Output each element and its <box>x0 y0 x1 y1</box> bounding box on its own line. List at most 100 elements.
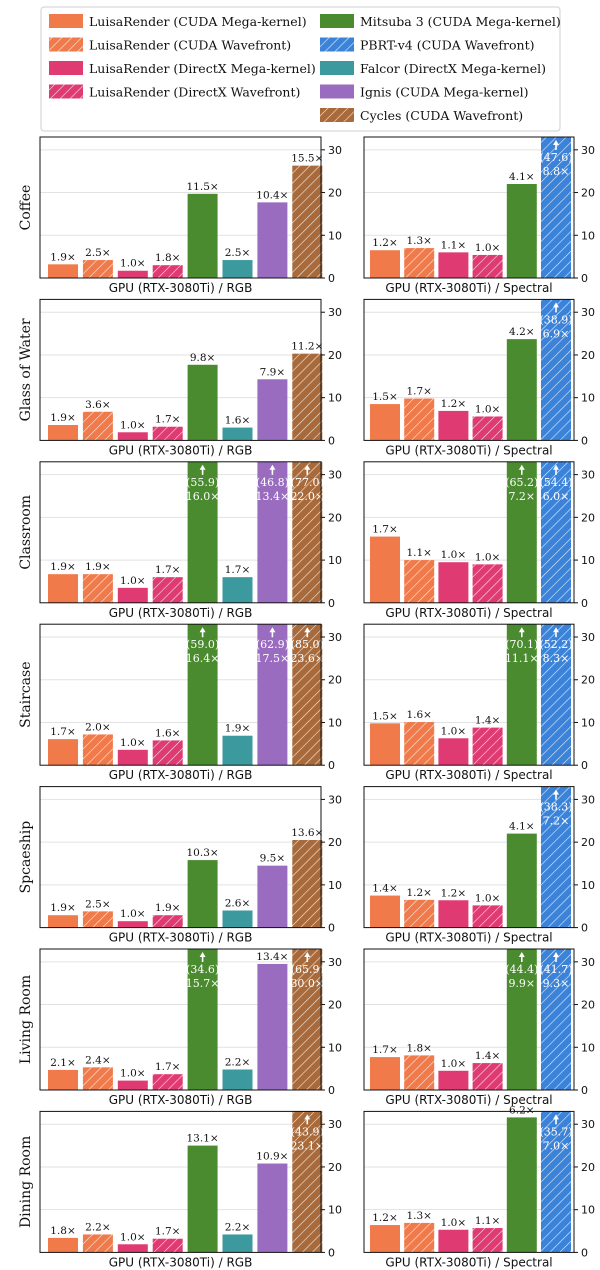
legend-label: LuisaRender (CUDA Wavefront) <box>89 38 291 53</box>
bar-label: 17.5× <box>256 652 290 665</box>
legend-label: Falcor (DirectX Mega-kernel) <box>360 61 546 76</box>
overflow-value: (59.0) <box>186 638 219 651</box>
legend-label: Cycles (CUDA Wavefront) <box>360 108 523 123</box>
y-tick-label: 20 <box>328 1161 342 1174</box>
bar-label: 1.0× <box>475 403 501 415</box>
bar <box>472 727 503 766</box>
plot-frame <box>363 298 575 441</box>
bar <box>472 1228 503 1253</box>
bar <box>257 461 288 603</box>
bar-label: 1.0× <box>441 1058 467 1070</box>
bar <box>370 1225 400 1253</box>
bar <box>257 1163 288 1253</box>
bar-label: 1.9× <box>50 412 76 424</box>
bar-label: 7.2× <box>543 815 570 828</box>
scene-label: Staircase <box>18 662 34 728</box>
bar-label: 1.1× <box>441 239 467 251</box>
bar-label: 9.8× <box>190 352 216 364</box>
bar <box>370 895 400 928</box>
overflow-value: (77.0) <box>291 476 324 489</box>
bar <box>152 915 183 928</box>
y-tick-label: 0 <box>328 922 335 935</box>
panel-rgb: 1.9× 2.5× 1.0× 1.8× 11.5× 2.5× 10.4× 15.5× 0 10 20… <box>39 136 342 295</box>
bar <box>541 624 571 766</box>
bar <box>257 624 288 766</box>
bar-label: 1.2× <box>441 398 467 410</box>
panel-spectral: 1.4× 1.2× 1.2× 1.0× 4.1× (38.3)7.2× 0 10 20 30 GPU… <box>363 786 595 945</box>
bar-label: 9.3× <box>543 977 570 990</box>
bar-label: 1.5× <box>372 391 398 403</box>
bar-label: 1.6× <box>225 415 251 427</box>
bar <box>438 738 469 766</box>
bar <box>438 410 469 441</box>
overflow-value: (46.8) <box>256 476 289 489</box>
bar <box>117 587 148 603</box>
bar-label: 13.4× <box>256 490 290 503</box>
plot-frame <box>39 623 322 766</box>
bar <box>222 260 253 278</box>
overflow-value: (47.6) <box>539 151 572 164</box>
y-tick-label: 20 <box>581 1161 595 1174</box>
y-tick-label: 30 <box>328 144 342 157</box>
overflow-value: (62.9) <box>256 638 289 651</box>
bar <box>48 1237 78 1253</box>
bar-label: 1.9× <box>85 561 111 573</box>
bar-label: 2.4× <box>85 1054 111 1066</box>
bar <box>257 202 288 278</box>
bar-label: 1.0× <box>441 549 467 561</box>
bar-label: 1.4× <box>475 715 501 727</box>
y-tick-label: 20 <box>328 674 342 687</box>
y-tick-label: 10 <box>581 1041 595 1054</box>
y-tick-label: 30 <box>581 469 595 482</box>
overflow-value: (85.0) <box>291 638 324 651</box>
bar <box>222 1069 253 1090</box>
bar <box>187 1145 218 1253</box>
plot-frame <box>363 623 575 766</box>
bar-label: 7.2× <box>508 490 535 503</box>
bar-label: 1.2× <box>372 1212 398 1224</box>
x-axis-label: GPU (RTX-3080Ti) / RGB <box>109 1255 253 1269</box>
bar <box>541 1111 571 1253</box>
overflow-value: (38.9) <box>539 313 572 326</box>
legend-swatch <box>320 84 354 99</box>
bar-label: 1.0× <box>120 908 146 920</box>
y-tick-label: 20 <box>328 836 342 849</box>
bar <box>292 949 323 1090</box>
y-tick-label: 20 <box>581 836 595 849</box>
bar <box>370 536 400 603</box>
panel-spectral: 1.2× 1.3× 1.1× 1.0× 4.1× (47.6)8.8× 0 10 20 30 GPU… <box>363 136 595 295</box>
overflow-value: (65.2) <box>505 476 538 489</box>
overflow-value: (35.7) <box>539 1125 572 1138</box>
bar <box>82 1234 113 1253</box>
overflow-arrow <box>304 952 311 957</box>
bar <box>370 1057 400 1090</box>
bar-label: 1.1× <box>406 547 432 559</box>
bar-label: 7.9× <box>260 366 286 378</box>
y-tick-label: 30 <box>328 631 342 644</box>
y-tick-label: 0 <box>328 434 335 447</box>
scene-label: Living Room <box>18 975 34 1064</box>
bar <box>187 949 218 1090</box>
bar-label: 1.0× <box>475 892 501 904</box>
overflow-arrow <box>199 464 206 470</box>
plot-frame <box>39 786 322 929</box>
y-tick-label: 30 <box>581 793 595 806</box>
y-tick-label: 10 <box>581 716 595 729</box>
overflow-arrow <box>269 464 276 470</box>
y-tick-label: 20 <box>581 674 595 687</box>
bar-label: 1.3× <box>406 1210 432 1222</box>
overflow-arrow <box>304 627 311 633</box>
bar-label: 2.2× <box>225 1056 251 1068</box>
bar-label: 23.6× <box>290 652 324 665</box>
plot-frame <box>39 948 322 1091</box>
x-axis-label: GPU (RTX-3080Ti) / Spectral <box>385 931 552 945</box>
bar <box>152 740 183 766</box>
overflow-arrow <box>553 464 559 470</box>
bar-label: 1.5× <box>372 710 398 722</box>
bar-label: 1.6× <box>406 709 432 721</box>
bar-label: 1.8× <box>155 252 181 264</box>
panel-rgb: 1.8× 2.2× 1.0× 1.7× 13.1× 2.2× 10.9× (43.9)23.1… <box>39 1110 342 1269</box>
y-tick-label: 30 <box>328 1118 342 1131</box>
y-tick-label: 30 <box>328 956 342 969</box>
